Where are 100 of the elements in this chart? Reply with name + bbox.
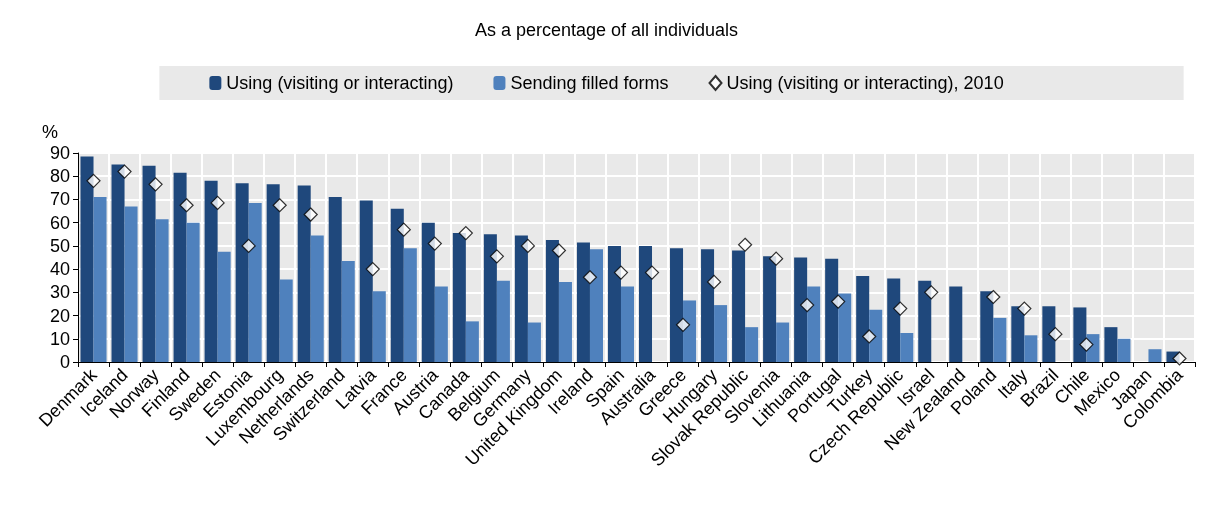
bar [217, 251, 231, 362]
bar [745, 327, 759, 362]
point [800, 298, 815, 313]
bar [266, 184, 280, 362]
point [148, 177, 163, 192]
bar [993, 317, 1007, 362]
bar [794, 257, 808, 362]
legend-label: Using (visiting or interacting), 2010 [726, 73, 1004, 93]
bar [434, 286, 448, 362]
bar [701, 249, 715, 362]
point [551, 243, 567, 258]
point [1172, 351, 1187, 366]
legend-label: Sending filled forms [510, 73, 669, 93]
bar [111, 164, 125, 362]
bar [204, 180, 218, 362]
bar [887, 278, 901, 362]
point [924, 285, 939, 300]
bar [838, 293, 852, 362]
y-axis-title: % [41, 122, 58, 142]
bar [900, 332, 914, 362]
bar [173, 172, 187, 362]
bar [124, 206, 138, 362]
bar [248, 202, 262, 362]
bar [558, 281, 572, 362]
bar [620, 286, 635, 362]
y-tick-label: 70 [49, 189, 70, 210]
bar [825, 258, 839, 362]
point [210, 195, 225, 211]
y-tick-label: 10 [49, 328, 70, 349]
bar [235, 183, 249, 362]
point [613, 265, 629, 280]
bar [297, 185, 311, 362]
bar [714, 305, 728, 362]
y-tick-label: 60 [49, 212, 70, 233]
bar [683, 300, 697, 362]
point [1048, 327, 1063, 342]
bar [403, 248, 417, 362]
point [675, 317, 691, 332]
bar [1148, 349, 1162, 362]
bar [856, 276, 870, 362]
point [1079, 337, 1094, 352]
y-tick-label: 30 [49, 282, 70, 303]
point [272, 198, 287, 213]
bar [776, 322, 790, 362]
bar [638, 245, 653, 362]
point [396, 222, 411, 237]
bar [576, 242, 590, 362]
bar [1104, 327, 1118, 362]
point [769, 251, 784, 266]
y-tick-label: 20 [49, 305, 70, 326]
point [86, 173, 101, 188]
bar [310, 235, 324, 362]
point [179, 198, 194, 213]
bar [807, 286, 821, 362]
point [241, 238, 256, 253]
bar [589, 249, 603, 362]
bar [328, 197, 342, 362]
bar [279, 279, 293, 362]
bar [980, 291, 994, 362]
point [1017, 301, 1032, 316]
point [986, 289, 1001, 305]
bar [483, 234, 497, 362]
bar [1117, 338, 1131, 362]
bar [607, 245, 621, 362]
bar [496, 280, 510, 362]
point [831, 294, 846, 309]
bar [918, 280, 932, 362]
point [365, 262, 380, 277]
point [458, 226, 473, 241]
bar [155, 219, 169, 362]
bar [359, 200, 373, 362]
bar [763, 256, 777, 362]
point [706, 274, 722, 289]
point [862, 329, 877, 344]
y-tick-label: 40 [49, 259, 70, 280]
bar [341, 260, 355, 362]
point [893, 301, 908, 316]
bar [372, 291, 386, 362]
bar [452, 233, 466, 362]
y-tick-label: 0 [59, 352, 70, 372]
bar [1073, 307, 1087, 362]
y-tick-label: 80 [49, 166, 70, 187]
bar [390, 208, 404, 362]
bar [869, 309, 883, 362]
point [738, 237, 753, 252]
y-tick-label: 50 [49, 235, 70, 256]
bar [1042, 306, 1056, 362]
point [644, 265, 660, 280]
point [303, 207, 318, 222]
bar [1011, 306, 1025, 362]
legend-label: Using (visiting or interacting) [226, 73, 454, 93]
bar [949, 286, 963, 362]
point [582, 270, 598, 285]
point [489, 249, 504, 264]
bar [142, 165, 156, 362]
point [520, 238, 535, 253]
bar [732, 250, 746, 362]
point [427, 236, 442, 251]
chart-title: As a percentage of all individuals [474, 20, 739, 40]
bar [93, 197, 107, 362]
